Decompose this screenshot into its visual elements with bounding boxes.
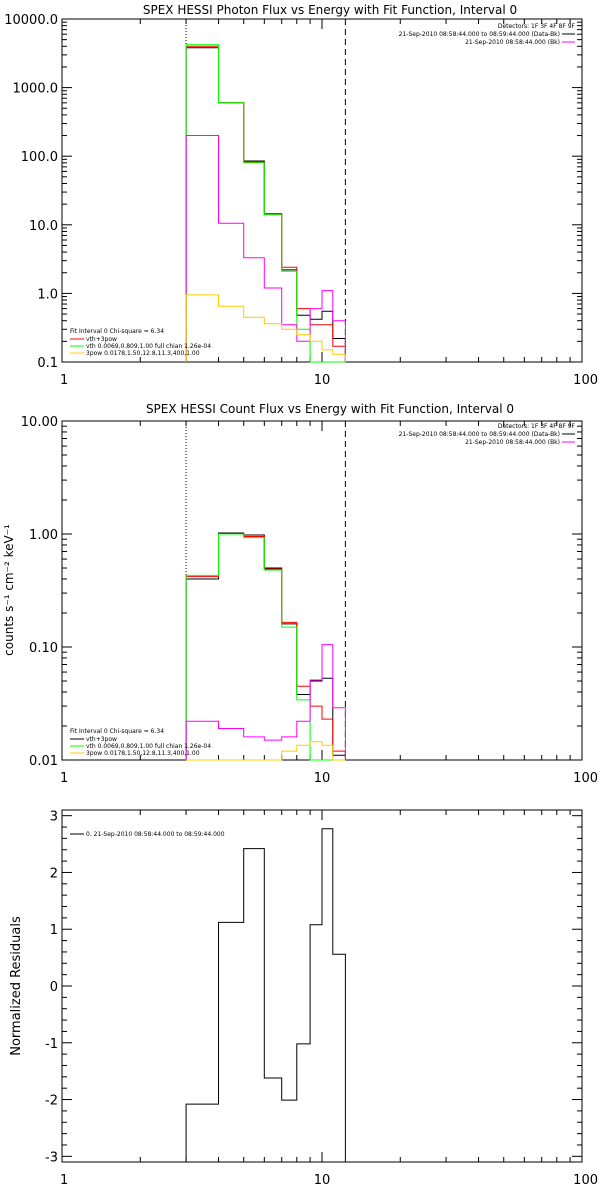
count-flux-title: SPEX HESSI Count Flux vs Energy with Fit… bbox=[146, 402, 514, 416]
y-tick-label: 0.1 bbox=[37, 356, 58, 371]
y-tick-label: 3 bbox=[50, 810, 58, 825]
histogram-series-line bbox=[185, 135, 346, 362]
y-tick-label: 10.0 bbox=[29, 219, 58, 234]
x-tick-label: 100 bbox=[573, 373, 598, 388]
residuals-series-group bbox=[185, 828, 346, 1162]
photon-flux-series-group bbox=[185, 44, 346, 363]
photon-flux-y-ticks: 0.1 1.0 10.0 100.0 1000.0 10000.0 bbox=[4, 13, 582, 371]
photon-flux-title: SPEX HESSI Photon Flux vs Energy with Fi… bbox=[143, 3, 517, 17]
legend-header: Fit Interval 0 Chi-square = 6.34 bbox=[70, 728, 164, 735]
legend-entry-label: 3pow 0.0178,1.50,12.8,11.3,400,1.00 bbox=[86, 750, 200, 757]
legend-entry-label: vth+3pow bbox=[86, 336, 117, 343]
photon-flux-panel: SPEX HESSI Photon Flux vs Energy with Fi… bbox=[4, 3, 598, 388]
x-tick-label: 10 bbox=[314, 771, 331, 786]
histogram-series-line bbox=[185, 828, 346, 1162]
histogram-series-line bbox=[185, 294, 346, 362]
y-tick-label: 1 bbox=[50, 923, 58, 938]
x-tick-label: 10 bbox=[314, 1173, 331, 1188]
photon-flux-legend-bottom: Fit Interval 0 Chi-square = 6.34 vth+3po… bbox=[70, 328, 211, 357]
count-flux-panel: SPEX HESSI Count Flux vs Energy with Fit… bbox=[2, 402, 598, 786]
count-flux-legend-bottom: Fit Interval 0 Chi-square = 6.34 vth+3po… bbox=[70, 728, 211, 757]
y-tick-label: 1.0 bbox=[37, 287, 58, 302]
y-tick-label: 2 bbox=[50, 866, 58, 881]
x-tick-label: 1 bbox=[60, 1173, 68, 1188]
histogram-series-line bbox=[185, 533, 346, 761]
residuals-y-axis-label: Normalized Residuals bbox=[9, 916, 24, 1056]
y-tick-label: 10000.0 bbox=[4, 13, 58, 28]
legend-entry-label: 21-Sep-2010 08:58:44.000 (Bk) bbox=[465, 39, 560, 46]
photon-flux-x-ticks: 1 10 100 bbox=[60, 19, 598, 388]
legend-header: Detectors: 1F 3F 4F 8F 9F bbox=[498, 23, 576, 30]
y-tick-label: -3 bbox=[45, 1150, 58, 1165]
histogram-series-line bbox=[185, 44, 346, 363]
x-tick-label: 100 bbox=[573, 1173, 598, 1188]
y-tick-label: -1 bbox=[45, 1037, 58, 1052]
legend-entry-label: 0. 21-Sep-2010 08:58:44.000 to 08:59:44.… bbox=[86, 831, 225, 838]
y-tick-label: 0.10 bbox=[29, 641, 58, 656]
y-tick-label: 1000.0 bbox=[13, 82, 59, 97]
photon-flux-plot-frame bbox=[61, 18, 583, 363]
y-tick-label: 10.00 bbox=[21, 415, 58, 430]
photon-flux-fit-range-lines bbox=[185, 19, 346, 362]
legend-header: Fit Interval 0 Chi-square = 6.34 bbox=[70, 328, 164, 335]
x-tick-label: 10 bbox=[314, 373, 331, 388]
y-tick-label: 0 bbox=[50, 980, 58, 995]
legend-entry-label: vth 0.0069,0.809,1.00 full chian 1.26e-0… bbox=[86, 343, 211, 350]
legend-entry-label: 3pow 0.0178,1.50,12.8,11.3,400,1.00 bbox=[86, 350, 200, 357]
y-tick-label: 0.01 bbox=[29, 754, 58, 769]
legend-entry-label: vth 0.0069,0.809,1.00 full chian 1.26e-0… bbox=[86, 743, 211, 750]
x-tick-label: 1 bbox=[60, 373, 68, 388]
count-flux-y-ticks: 0.01 0.10 1.00 10.00 bbox=[21, 415, 582, 769]
histogram-series-line bbox=[185, 47, 346, 362]
count-flux-legend-top: Detectors: 1F 3F 4F 8F 9F 21-Sep-2010 08… bbox=[399, 423, 576, 446]
histogram-series-line bbox=[185, 644, 346, 760]
y-tick-label: 1.00 bbox=[29, 528, 58, 543]
histogram-series-line bbox=[185, 532, 346, 760]
legend-entry-label: vth+3pow bbox=[86, 736, 117, 743]
y-tick-label: 100.0 bbox=[21, 150, 58, 165]
x-tick-label: 1 bbox=[60, 771, 68, 786]
legend-entry-label: 21-Sep-2010 08:58:44.000 (Bk) bbox=[465, 439, 560, 446]
legend-header: Detectors: 1F 3F 4F 8F 9F bbox=[498, 423, 576, 430]
legend-entry-label: 21-Sep-2010 08:58:44.000 to 08:59:44.000… bbox=[399, 431, 560, 438]
x-tick-label: 100 bbox=[573, 771, 598, 786]
count-flux-series-group bbox=[185, 532, 346, 761]
legend-entry-label: 21-Sep-2010 08:58:44.000 to 08:59:44.000… bbox=[399, 31, 560, 38]
count-flux-fit-range-lines bbox=[185, 421, 346, 760]
residuals-panel: Normalized Residuals -3 -2 -1 0 1 2 3 1 10 100 0… bbox=[9, 809, 598, 1188]
y-tick-label: -2 bbox=[45, 1094, 58, 1109]
histogram-series-line bbox=[186, 741, 346, 761]
count-flux-y-axis-label: counts s⁻¹ cm⁻² keV⁻¹ bbox=[2, 524, 16, 656]
photon-flux-legend-top: Detectors: 1F 3F 4F 8F 9F 21-Sep-2010 08… bbox=[399, 23, 576, 46]
residuals-y-ticks: -3 -2 -1 0 1 2 3 bbox=[45, 810, 582, 1165]
residuals-legend: 0. 21-Sep-2010 08:58:44.000 to 08:59:44.… bbox=[70, 831, 225, 838]
residuals-x-ticks: 1 10 100 bbox=[60, 810, 598, 1188]
